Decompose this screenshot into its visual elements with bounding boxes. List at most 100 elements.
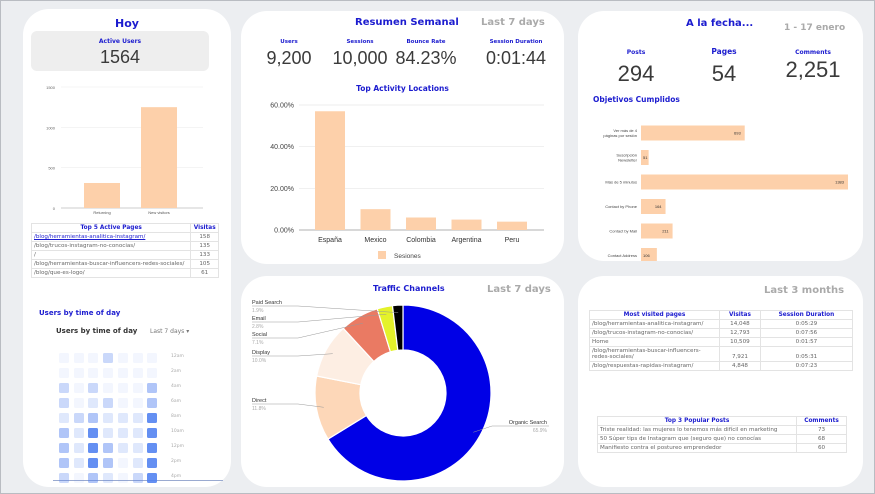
traffic-donut-chart: Organic Search 65.9% Direct 11.8% Display 10.… <box>252 300 549 482</box>
post-title[interactable]: 50 Súper tips de Instagram que (seguro q… <box>597 434 797 444</box>
post-title[interactable]: Triste realidad: las mujeres lo tenemos … <box>597 425 797 435</box>
table-row[interactable]: /blog/trucos-instagram-no-conocias/12,79… <box>589 328 854 338</box>
visits: 14,048 <box>719 319 761 329</box>
heatmap-cell <box>117 413 128 423</box>
table-row[interactable]: /blog/que-es-logo/61 <box>30 268 219 278</box>
comments: 73 <box>796 425 847 435</box>
kpi-value: 9,200 <box>266 48 312 68</box>
y-tick-label: 0 <box>53 206 56 211</box>
heatmap-range-dropdown[interactable]: Last 7 days ▾ <box>150 328 190 335</box>
slice-label: Direct <box>252 398 267 404</box>
bar <box>141 107 177 208</box>
heatmap-cell <box>132 443 143 453</box>
table-row[interactable]: /blog/herramientas-buscar-influencers-re… <box>589 346 854 362</box>
kpi-label: Users <box>280 39 298 45</box>
table-row[interactable]: /133 <box>30 250 219 260</box>
top-locations-title: Top Activity Locations <box>356 84 449 93</box>
y-tick-label: 20.00% <box>270 186 294 193</box>
leader-line <box>252 322 363 339</box>
bar <box>84 182 120 208</box>
kpi-value: 54 <box>711 61 737 86</box>
heatmap-cell <box>132 353 143 363</box>
page-path[interactable]: /blog/trucos-instagram-no-conocias/ <box>589 328 720 338</box>
heatmap-cell <box>117 443 128 453</box>
y-tick-label: 0.00% <box>274 228 294 235</box>
bar-value-label: 211 <box>662 229 669 234</box>
heatmap-cell <box>59 428 69 438</box>
heatmap-cell <box>147 353 158 363</box>
heatmap-cell <box>117 428 128 438</box>
table-row[interactable]: /blog/herramientas-buscar-influencers-re… <box>30 259 219 269</box>
heatmap-cell <box>117 368 128 378</box>
comments: 68 <box>796 434 847 444</box>
x-tick-label: España <box>318 237 342 244</box>
bar-value-label: 106 <box>643 253 650 258</box>
page-path[interactable]: /blog/respuestas-rapidas-instagram/ <box>589 361 720 371</box>
heatmap-cell <box>59 353 69 363</box>
visits: 133 <box>190 250 219 260</box>
table-row[interactable]: /blog/herramientas-analitica-instagram/1… <box>30 232 219 242</box>
bar-category-label: Newsletter <box>618 158 638 163</box>
col-header-duration: Session Duration <box>759 310 854 320</box>
col-header-posts: Top 3 Popular Posts <box>597 416 797 426</box>
post-title[interactable]: Manifiesto contra el postureo emprendedo… <box>597 443 797 453</box>
locations-bar-chart: 0.00% 20.00% 40.00% 60.00% España Mexico Colom… <box>270 103 544 260</box>
heatmap-cell <box>88 458 99 468</box>
page-path[interactable]: Home <box>589 337 720 347</box>
bar <box>641 248 657 261</box>
slice-label: Paid Search <box>252 300 282 306</box>
heatmap-cell <box>103 428 114 438</box>
slice-percent: 1.9% <box>252 308 264 314</box>
bar <box>315 111 345 230</box>
bar-category-label: Ver más de 4 <box>613 128 637 133</box>
session-duration: 0:01:57 <box>759 337 854 347</box>
leader-line <box>473 425 549 433</box>
weekly-summary-title: Resumen Semanal <box>355 17 459 28</box>
col-header-page: Top 5 Active Pages <box>30 223 192 233</box>
heatmap-cell <box>73 398 84 408</box>
page-path[interactable]: /blog/herramientas-buscar-influencers-re… <box>30 259 192 269</box>
table-row[interactable]: /blog/respuestas-rapidas-instagram/4,848… <box>589 361 854 371</box>
bar-category-label: Contact Address <box>608 253 637 258</box>
col-header-comments: Comments <box>796 416 847 426</box>
heatmap-cell <box>59 383 69 393</box>
page-path[interactable]: /blog/que-es-logo/ <box>30 268 192 278</box>
heatmap-cell <box>103 413 114 423</box>
table-row[interactable]: /blog/trucos-instagram-no-conocias/135 <box>30 241 219 251</box>
bar <box>406 217 436 230</box>
heatmap-cell <box>59 458 69 468</box>
today-card: Hoy Active Users 1564 0 500 1000 1500 Return… <box>23 9 231 487</box>
users-time-title: Users by time of day <box>39 309 121 317</box>
kpi-label: Comments <box>795 49 831 56</box>
heatmap-cell <box>147 458 158 468</box>
table-row[interactable]: Triste realidad: las mujeres lo tenemos … <box>597 425 847 435</box>
heatmap-cell <box>73 473 84 483</box>
table-row[interactable]: Home 10,509 0:01:57 <box>589 337 854 347</box>
page-path[interactable]: / <box>30 250 192 260</box>
page-path[interactable]: /blog/trucos-instagram-no-conocias/ <box>30 241 192 251</box>
heatmap-cell <box>117 353 128 363</box>
x-tick-label: Colombia <box>406 237 436 244</box>
heatmap-cell <box>88 383 99 393</box>
heatmap-cell <box>132 458 143 468</box>
active-users-label: Active Users <box>98 38 142 45</box>
table-row[interactable]: /blog/herramientas-analitica-instagram/1… <box>589 319 854 329</box>
hour-label: 8am <box>171 414 182 419</box>
legend-label: Sesiones <box>394 253 421 260</box>
heatmap-cell <box>103 398 114 408</box>
to-date-card: A la fecha... 1 - 17 enero Posts 294 Pages… <box>578 11 863 261</box>
page-path[interactable]: /blog/herramientas-analitica-instagram/ <box>589 319 720 329</box>
table-row[interactable]: 50 Súper tips de Instagram que (seguro q… <box>597 434 847 444</box>
bar-value-label: 693 <box>734 131 741 136</box>
heatmap-cell <box>147 383 158 393</box>
table-row[interactable]: Manifiesto contra el postureo emprendedo… <box>597 443 847 453</box>
page-path[interactable]: /blog/herramientas-analitica-instagram/ <box>30 232 192 242</box>
users-heatmap: 12am 2am 4am 6am 8am 10am 12pm 2pm 4pm <box>53 347 223 483</box>
slice-percent: 11.8% <box>252 406 266 412</box>
y-tick-label: 60.00% <box>270 103 294 110</box>
heatmap-cell <box>147 473 158 483</box>
active-users-box: Active Users 1564 <box>31 31 209 71</box>
slice-percent: 65.9% <box>533 428 548 434</box>
page-path[interactable]: /blog/herramientas-buscar-influencers-re… <box>589 346 720 362</box>
traffic-title: Traffic Channels <box>373 284 445 293</box>
